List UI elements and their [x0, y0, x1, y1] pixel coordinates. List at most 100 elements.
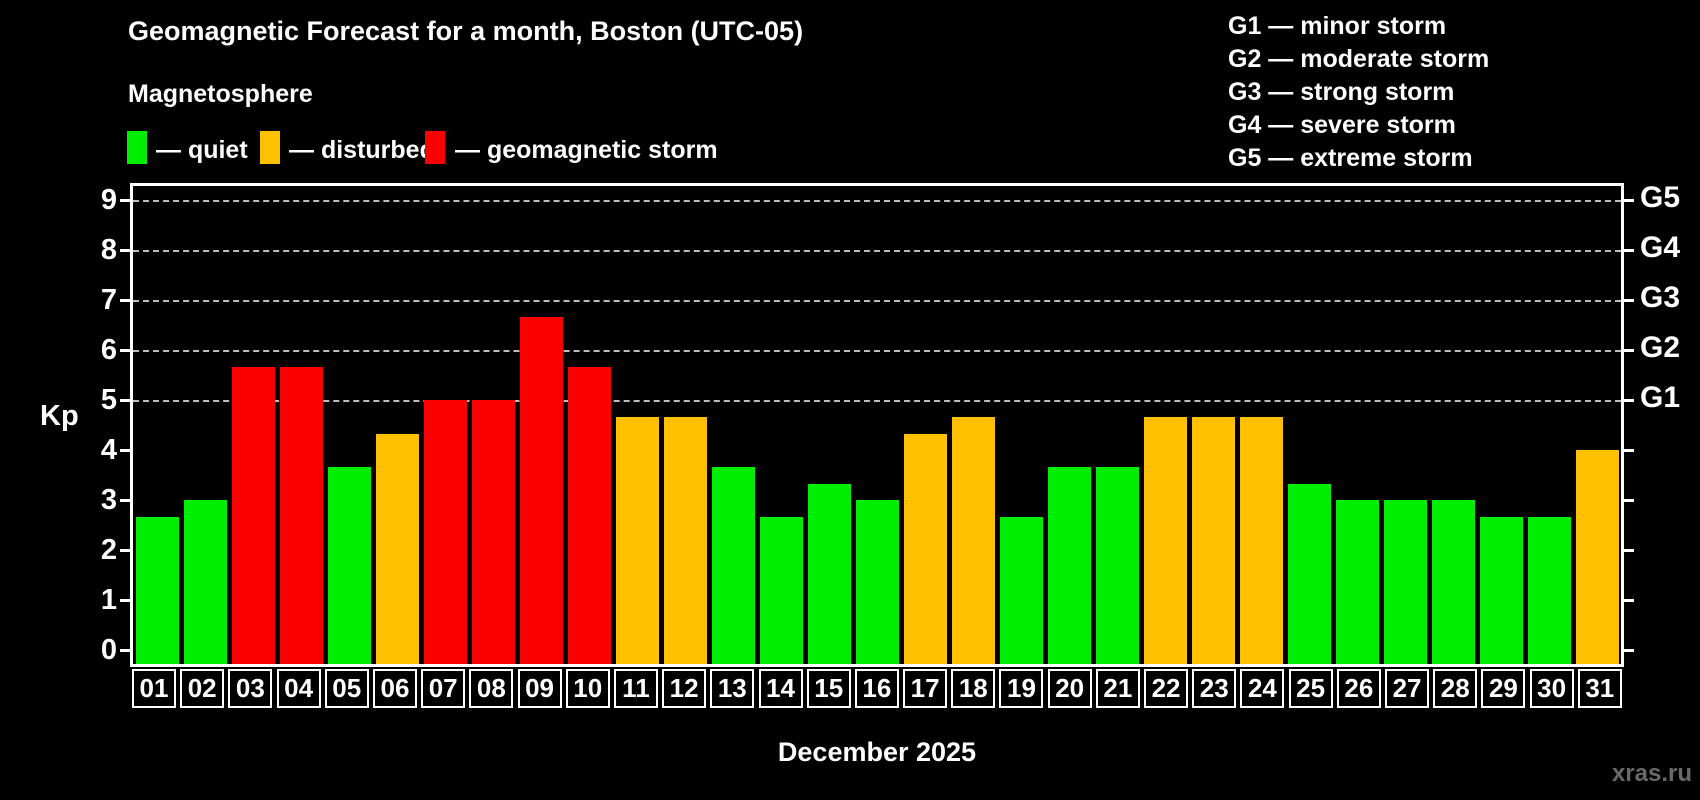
- y-tick-right-8: [1624, 248, 1634, 252]
- y-tick-right-2: [1624, 548, 1634, 552]
- legend-swatch-quiet: [127, 131, 147, 164]
- day-label-14: 14: [758, 669, 803, 708]
- day-label-16: 16: [854, 669, 899, 708]
- day-label-28: 28: [1433, 669, 1478, 708]
- bar-day-15: [807, 483, 851, 664]
- day-label-02: 02: [180, 669, 225, 708]
- y-tick-label-3: 3: [100, 484, 117, 516]
- y-tick-right-3: [1624, 498, 1634, 502]
- bar-day-22: [1143, 416, 1187, 664]
- y-tick-label-9: 9: [100, 184, 117, 216]
- day-label-30: 30: [1529, 669, 1574, 708]
- bar-day-26: [1335, 500, 1379, 664]
- y-tick-label-0: 0: [100, 634, 117, 666]
- bar-day-27: [1383, 500, 1427, 664]
- x-axis-day-labels: 01 02 03 04 05 06 07 08 09 10 11 12 13 14 15 16 17 18 19 20…: [130, 669, 1624, 708]
- day-label-20: 20: [1047, 669, 1092, 708]
- bar-day-29: [1479, 516, 1523, 664]
- y-tick-left-7: [120, 298, 130, 302]
- bar-day-01: [135, 516, 179, 664]
- y-tick-left-0: [120, 648, 130, 652]
- y-tick-left-2: [120, 548, 130, 552]
- y-tick-label-1: 1: [100, 584, 117, 616]
- y-tick-label-7: 7: [100, 284, 117, 316]
- gridline-kp6: [133, 350, 1621, 352]
- plot-area: [130, 183, 1624, 667]
- gridline-kp7: [133, 300, 1621, 302]
- plot-inner: [133, 186, 1621, 664]
- y-tick-left-8: [120, 248, 130, 252]
- g-label-G3: G3: [1640, 281, 1681, 314]
- y-tick-label-8: 8: [100, 234, 117, 266]
- bar-day-07: [423, 400, 467, 664]
- g-label-G2: G2: [1640, 331, 1681, 364]
- bar-day-16: [855, 500, 899, 664]
- y-tick-right-6: [1624, 348, 1634, 352]
- bar-day-30: [1527, 516, 1571, 664]
- g-label-G4: G4: [1640, 231, 1681, 264]
- legend-label-storm: — geomagnetic storm: [455, 136, 718, 164]
- bar-day-19: [999, 516, 1043, 664]
- day-label-18: 18: [951, 669, 996, 708]
- g-label-G1: G1: [1640, 381, 1681, 414]
- g-legend-line-g3: G3 — strong storm: [1228, 78, 1455, 106]
- y-axis-title: Kp: [40, 400, 79, 432]
- bar-day-03: [231, 366, 275, 664]
- g-legend-line-g5: G5 — extreme storm: [1228, 144, 1473, 172]
- y-tick-label-6: 6: [100, 334, 117, 366]
- y-tick-left-4: [120, 448, 130, 452]
- y-tick-right-9: [1624, 198, 1634, 202]
- bar-day-20: [1047, 466, 1091, 664]
- bar-day-23: [1191, 416, 1235, 664]
- day-label-03: 03: [228, 669, 273, 708]
- y-tick-left-9: [120, 198, 130, 202]
- y-tick-left-3: [120, 498, 130, 502]
- day-label-05: 05: [324, 669, 369, 708]
- day-label-25: 25: [1288, 669, 1333, 708]
- day-label-04: 04: [276, 669, 321, 708]
- day-label-11: 11: [613, 669, 658, 708]
- y-tick-left-5: [120, 398, 130, 402]
- g-legend-line-g1: G1 — minor storm: [1228, 12, 1447, 40]
- legend-label-disturbed: — disturbed: [289, 136, 435, 164]
- y-tick-left-1: [120, 598, 130, 602]
- bar-day-02: [183, 500, 227, 664]
- bar-day-31: [1575, 450, 1619, 664]
- day-label-17: 17: [903, 669, 948, 708]
- day-label-29: 29: [1481, 669, 1526, 708]
- y-tick-right-0: [1624, 648, 1634, 652]
- bar-day-06: [375, 433, 419, 664]
- bar-day-05: [327, 466, 371, 664]
- bar-day-08: [471, 400, 515, 664]
- bar-day-25: [1287, 483, 1331, 664]
- day-label-01: 01: [132, 669, 176, 708]
- day-label-08: 08: [469, 669, 514, 708]
- bar-day-12: [663, 416, 707, 664]
- gridline-kp9: [133, 200, 1621, 202]
- watermark: xras.ru: [1611, 760, 1692, 787]
- day-label-06: 06: [372, 669, 417, 708]
- day-label-15: 15: [806, 669, 851, 708]
- bar-day-10: [567, 366, 611, 664]
- bar-day-14: [759, 516, 803, 664]
- legend-swatch-disturbed: [260, 131, 280, 164]
- bar-day-11: [615, 416, 659, 664]
- chart-title: Geomagnetic Forecast for a month, Boston…: [128, 16, 804, 46]
- y-tick-right-1: [1624, 598, 1634, 602]
- day-label-21: 21: [1095, 669, 1140, 708]
- g-label-G5: G5: [1640, 181, 1681, 214]
- bar-day-28: [1431, 500, 1475, 664]
- day-label-24: 24: [1240, 669, 1285, 708]
- legend-swatch-storm: [425, 131, 445, 164]
- y-tick-left-6: [120, 348, 130, 352]
- day-label-19: 19: [999, 669, 1044, 708]
- day-label-27: 27: [1385, 669, 1430, 708]
- bar-day-04: [279, 366, 323, 664]
- y-tick-label-2: 2: [100, 534, 117, 566]
- gridline-kp8: [133, 250, 1621, 252]
- day-label-10: 10: [565, 669, 610, 708]
- bar-day-24: [1239, 416, 1283, 664]
- day-label-12: 12: [662, 669, 707, 708]
- y-tick-label-4: 4: [100, 434, 117, 466]
